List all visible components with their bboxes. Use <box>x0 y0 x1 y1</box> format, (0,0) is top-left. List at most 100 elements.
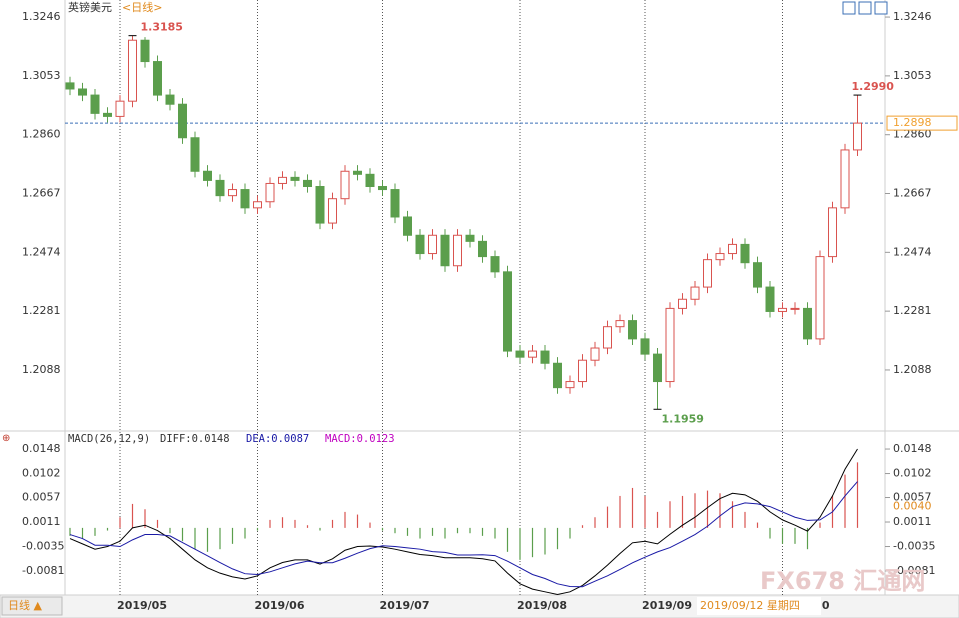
candle-body <box>378 186 387 191</box>
candle-body <box>440 234 450 267</box>
macd-line <box>69 448 858 595</box>
candle-body <box>153 61 162 96</box>
y-tick-label: 1.2088 <box>22 363 61 376</box>
candle-body <box>703 259 712 288</box>
candle-body <box>840 149 850 209</box>
y-tick-label: 0.0148 <box>22 442 61 455</box>
candle-body <box>578 359 587 383</box>
macd-dea: DEA:0.0087 <box>246 433 309 445</box>
candle-body <box>140 39 150 63</box>
candle-body <box>228 189 237 197</box>
y-tick-label: 1.2088 <box>893 363 932 376</box>
candle-body <box>428 234 437 255</box>
candle-body <box>753 262 762 288</box>
candle-body <box>190 137 200 172</box>
y-tick-label: 0.0057 <box>893 491 932 504</box>
candle-body <box>290 176 300 181</box>
candle-body <box>553 362 562 389</box>
candle-body <box>528 350 537 358</box>
candle-body <box>115 100 125 117</box>
candle-body <box>415 234 425 255</box>
candle-body <box>565 381 575 389</box>
macd-icon: ⊕ <box>2 433 10 444</box>
candle-body <box>590 347 600 361</box>
last-price-label: 1.2898 <box>893 116 932 129</box>
period-button-box[interactable] <box>1 596 63 616</box>
y-tick-label: 1.3246 <box>893 10 932 23</box>
candle-body <box>640 338 650 355</box>
y-tick-label: 1.3053 <box>22 69 61 82</box>
macd-marker-label: 0.0040 <box>893 500 932 513</box>
candle-body <box>678 298 687 309</box>
candle-body <box>403 216 412 236</box>
chart-title: 英镑美元 <box>68 0 112 14</box>
y-tick-label: 1.2281 <box>893 304 932 317</box>
candle-body <box>490 256 500 273</box>
x-tick-label: 2019/07 <box>380 599 430 612</box>
candle-body <box>603 326 612 349</box>
candle-body <box>215 179 225 197</box>
candle-body <box>240 189 250 209</box>
toolbar-button[interactable] <box>842 1 856 15</box>
y-tick-label: 0.0148 <box>893 442 932 455</box>
y-tick-label: -0.0035 <box>893 540 935 553</box>
candle-body <box>340 170 350 200</box>
candle-body <box>390 189 400 218</box>
y-tick-label: 0.0057 <box>22 491 61 504</box>
period-label: <日线> <box>122 0 162 14</box>
candle-body <box>628 320 637 340</box>
candle-body <box>315 186 325 224</box>
annotation: 1.2990 <box>852 80 895 93</box>
candle-body <box>765 286 775 312</box>
candle-body <box>465 234 475 242</box>
x-tick-label: 2019/09 <box>642 599 692 612</box>
candle-body <box>103 112 112 117</box>
toolbar-button[interactable] <box>874 1 888 15</box>
candle-body <box>778 307 787 312</box>
candle-body <box>353 170 362 175</box>
x-tick-label: 2019/05 <box>117 599 167 612</box>
y-tick-label: 1.2667 <box>22 187 61 200</box>
candle-body <box>253 201 262 209</box>
y-tick-label: 1.2474 <box>22 245 61 258</box>
candle-body <box>478 240 487 258</box>
y-tick-label: 1.2860 <box>893 128 932 141</box>
candle-body <box>690 286 700 300</box>
y-tick-label: 0.0102 <box>893 467 932 480</box>
candle-body <box>540 350 550 364</box>
candle-body <box>803 307 812 340</box>
candle-body <box>365 173 375 188</box>
y-tick-label: 1.2281 <box>22 304 61 317</box>
candle-body <box>665 307 675 383</box>
plot: 1.3246 1.3246 1.3053 1.3053 1.2860 1.2860 1.26… <box>22 0 958 612</box>
macd-title: MACD(26,12,9) <box>68 433 150 445</box>
x-tick-label: 0 <box>822 599 830 612</box>
candle-body <box>503 271 512 352</box>
candle-body <box>165 94 175 105</box>
cursor-date: 2019/09/12 星期四 <box>700 599 800 612</box>
candle-body <box>78 88 87 96</box>
candle-body <box>715 253 725 261</box>
annotation: 1.1959 <box>662 412 704 425</box>
y-tick-label: 1.3053 <box>893 69 932 82</box>
candle-body <box>740 243 750 264</box>
candle-body <box>328 198 337 224</box>
candle-body <box>790 307 800 310</box>
toolbar <box>842 1 888 15</box>
macd-value: MACD:0.0123 <box>325 433 395 445</box>
y-tick-label: -0.0081 <box>22 564 64 577</box>
annotation: 1.3185 <box>141 21 183 34</box>
toolbar-button[interactable] <box>858 1 872 15</box>
y-tick-label: 0.0011 <box>22 515 61 528</box>
x-tick-label: 2019/08 <box>517 599 567 612</box>
candle-body <box>853 122 862 151</box>
y-tick-label: -0.0081 <box>893 564 935 577</box>
candle-body <box>178 103 187 139</box>
candle-body <box>828 207 837 258</box>
candle-body <box>815 256 825 340</box>
candle-body <box>90 94 100 114</box>
candle-body <box>65 82 75 90</box>
period-button[interactable]: 日线 ▲ <box>8 598 42 612</box>
macd-line <box>69 481 858 588</box>
